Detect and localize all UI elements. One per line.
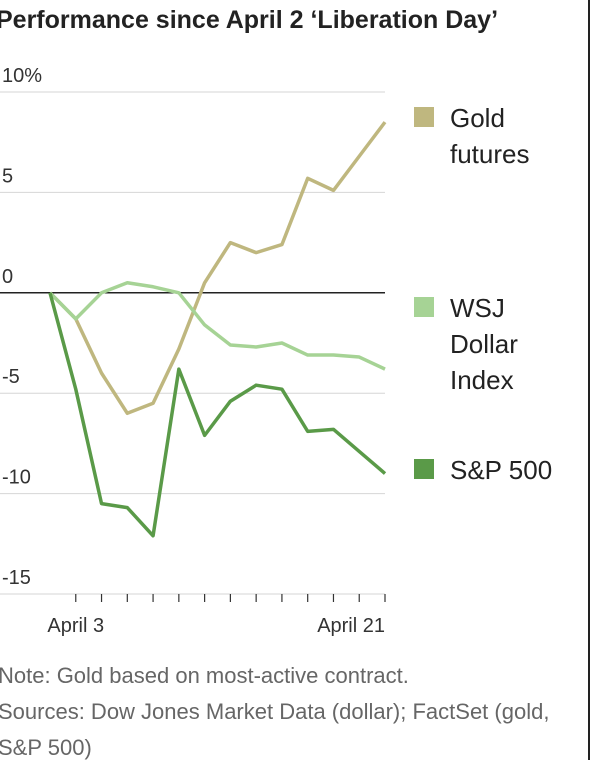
note: Note: Gold based on most-active contract… — [0, 663, 409, 688]
border — [588, 0, 590, 760]
legend-item: WSJ Dollar Index — [414, 290, 564, 398]
x-tick-label: April 3 — [47, 615, 104, 637]
y-tick-label: 10% — [2, 65, 42, 87]
legend-swatch — [414, 297, 434, 317]
notes: Note: Gold based on most-active contract… — [0, 658, 568, 766]
legend-swatch — [414, 459, 434, 479]
y-tick-label: -15 — [2, 567, 31, 589]
chart-title: Performance since April 2 ‘Liberation Da… — [0, 6, 498, 34]
legend-label: WSJ Dollar Index — [450, 293, 518, 395]
series-line — [48, 292, 387, 538]
y-tick-label: -10 — [2, 467, 31, 489]
legend-item: Gold futures — [414, 100, 564, 172]
legend-item: S&P 500 — [414, 452, 564, 488]
legend-swatch — [414, 107, 434, 127]
legend-label: S&P 500 — [450, 455, 553, 485]
y-tick-label: 0 — [2, 266, 13, 288]
y-tick-label: 5 — [2, 165, 13, 187]
series-line — [48, 281, 386, 371]
series-line — [48, 121, 387, 416]
legend-label: Gold futures — [450, 103, 530, 169]
note: Sources: Dow Jones Market Data (dollar);… — [0, 699, 550, 760]
x-tick-label: April 21 — [317, 615, 385, 637]
y-tick-label: -5 — [2, 366, 20, 388]
